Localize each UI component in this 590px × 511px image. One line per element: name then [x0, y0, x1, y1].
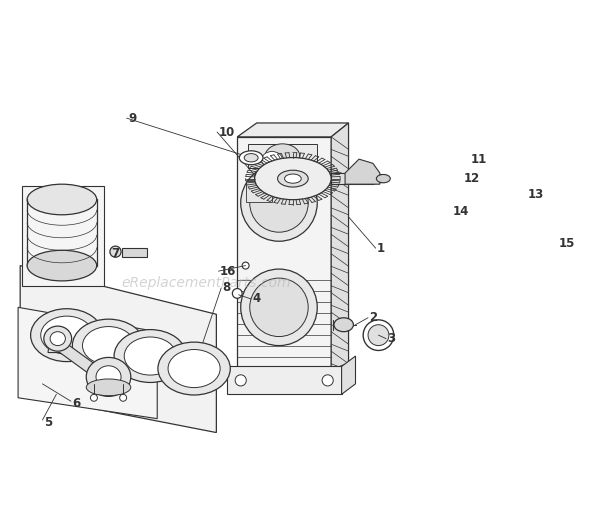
Ellipse shape — [120, 394, 127, 401]
Ellipse shape — [27, 184, 97, 215]
Text: 13: 13 — [528, 188, 545, 201]
Text: 8: 8 — [222, 282, 231, 294]
Ellipse shape — [73, 319, 145, 372]
Text: 7: 7 — [112, 247, 119, 260]
Ellipse shape — [244, 154, 258, 162]
Polygon shape — [20, 266, 217, 432]
Text: 4: 4 — [253, 292, 261, 306]
Ellipse shape — [27, 250, 97, 281]
Ellipse shape — [168, 350, 220, 387]
Ellipse shape — [284, 174, 301, 183]
Ellipse shape — [124, 337, 176, 375]
Polygon shape — [345, 159, 380, 184]
Polygon shape — [123, 248, 147, 257]
Text: 6: 6 — [73, 397, 81, 410]
Ellipse shape — [90, 394, 97, 401]
Text: 3: 3 — [387, 332, 395, 345]
Ellipse shape — [158, 342, 230, 395]
Ellipse shape — [443, 210, 453, 217]
Text: 16: 16 — [220, 265, 236, 277]
Ellipse shape — [50, 332, 65, 345]
Ellipse shape — [114, 330, 186, 382]
Ellipse shape — [265, 144, 300, 169]
Ellipse shape — [261, 151, 283, 168]
Ellipse shape — [232, 289, 242, 298]
Text: 10: 10 — [218, 126, 235, 138]
Ellipse shape — [242, 262, 249, 269]
Ellipse shape — [458, 157, 466, 166]
Text: 11: 11 — [470, 153, 487, 167]
Text: 5: 5 — [44, 415, 52, 429]
Ellipse shape — [277, 170, 308, 187]
Ellipse shape — [110, 246, 121, 257]
Ellipse shape — [250, 174, 308, 232]
Ellipse shape — [511, 194, 520, 201]
Ellipse shape — [452, 178, 461, 183]
Text: 2: 2 — [369, 311, 378, 324]
Ellipse shape — [235, 375, 246, 386]
Ellipse shape — [376, 174, 391, 183]
Ellipse shape — [240, 151, 263, 165]
Ellipse shape — [83, 327, 135, 365]
Ellipse shape — [449, 176, 464, 185]
Text: eReplacementParts.com: eReplacementParts.com — [121, 276, 291, 290]
Ellipse shape — [334, 318, 353, 332]
Polygon shape — [331, 123, 349, 370]
Ellipse shape — [363, 320, 394, 351]
Ellipse shape — [322, 375, 333, 386]
Polygon shape — [237, 123, 349, 137]
Ellipse shape — [44, 326, 71, 351]
Polygon shape — [342, 356, 356, 394]
Ellipse shape — [536, 297, 543, 304]
Text: 14: 14 — [453, 205, 469, 218]
Text: 1: 1 — [376, 242, 385, 254]
Ellipse shape — [368, 324, 389, 345]
Polygon shape — [227, 366, 342, 394]
Polygon shape — [245, 181, 272, 201]
Polygon shape — [18, 307, 157, 419]
Text: 12: 12 — [463, 172, 480, 185]
Polygon shape — [237, 137, 331, 370]
Ellipse shape — [96, 366, 121, 388]
Polygon shape — [248, 144, 317, 168]
Text: 9: 9 — [128, 111, 136, 125]
Ellipse shape — [241, 269, 317, 345]
Text: 15: 15 — [559, 237, 575, 250]
Polygon shape — [22, 185, 104, 287]
Ellipse shape — [250, 278, 308, 337]
Polygon shape — [48, 342, 117, 380]
Ellipse shape — [86, 379, 131, 396]
Ellipse shape — [86, 357, 131, 397]
Polygon shape — [331, 173, 373, 184]
Ellipse shape — [241, 165, 317, 241]
Ellipse shape — [31, 309, 103, 362]
Ellipse shape — [41, 316, 93, 354]
Ellipse shape — [507, 192, 524, 203]
Ellipse shape — [255, 157, 331, 200]
